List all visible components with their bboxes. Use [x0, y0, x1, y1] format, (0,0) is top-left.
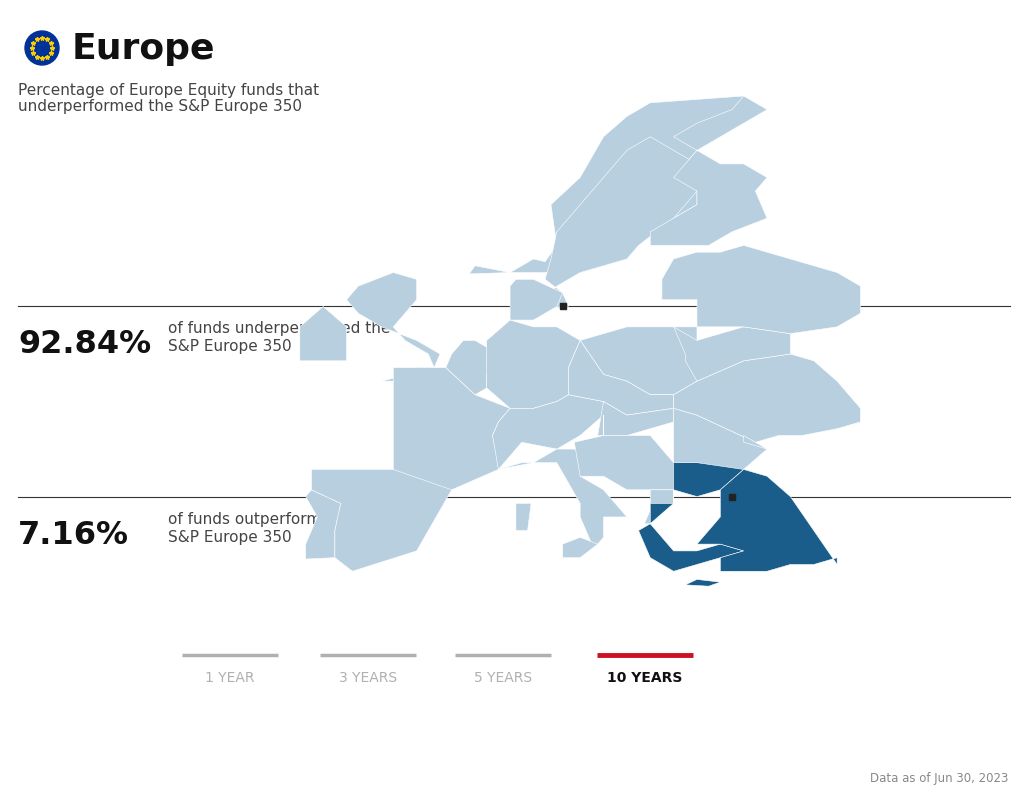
Text: 1 YEAR: 1 YEAR [205, 671, 255, 684]
Polygon shape [445, 341, 510, 395]
Polygon shape [662, 253, 743, 300]
Polygon shape [674, 409, 767, 470]
Polygon shape [674, 328, 791, 381]
Polygon shape [516, 503, 531, 531]
Polygon shape [598, 402, 674, 436]
Text: 7.16%: 7.16% [18, 519, 129, 550]
Polygon shape [306, 490, 341, 560]
Polygon shape [499, 450, 627, 544]
Polygon shape [469, 97, 767, 275]
Polygon shape [644, 490, 674, 524]
Text: 5 YEARS: 5 YEARS [474, 671, 532, 684]
Text: 92.84%: 92.84% [18, 329, 152, 360]
Polygon shape [674, 463, 743, 497]
Polygon shape [493, 395, 603, 470]
Polygon shape [574, 416, 697, 490]
Text: Percentage of Europe Equity funds that: Percentage of Europe Equity funds that [18, 83, 319, 97]
Polygon shape [562, 538, 598, 558]
Text: 3 YEARS: 3 YEARS [339, 671, 397, 684]
Text: of funds underperformed the: of funds underperformed the [168, 321, 390, 336]
Polygon shape [639, 490, 743, 572]
Polygon shape [486, 320, 581, 409]
Polygon shape [662, 246, 860, 334]
Polygon shape [581, 328, 697, 395]
Polygon shape [697, 470, 838, 572]
Circle shape [25, 32, 59, 66]
Polygon shape [685, 580, 720, 586]
Text: Data as of Jun 30, 2023: Data as of Jun 30, 2023 [869, 772, 1008, 785]
Polygon shape [311, 470, 452, 572]
Polygon shape [568, 341, 674, 416]
Polygon shape [743, 436, 767, 450]
Polygon shape [674, 355, 860, 442]
Polygon shape [300, 307, 346, 361]
Text: S&P Europe 350: S&P Europe 350 [168, 339, 292, 354]
Polygon shape [346, 273, 440, 381]
Polygon shape [510, 280, 562, 320]
Polygon shape [136, 158, 265, 198]
Polygon shape [534, 137, 697, 308]
Polygon shape [650, 97, 767, 246]
Text: S&P Europe 350: S&P Europe 350 [168, 529, 292, 544]
Polygon shape [393, 368, 510, 490]
Text: of funds outperformed the: of funds outperformed the [168, 511, 371, 526]
Text: Europe: Europe [72, 32, 215, 66]
Text: underperformed the S&P Europe 350: underperformed the S&P Europe 350 [18, 100, 302, 114]
Text: 10 YEARS: 10 YEARS [607, 671, 683, 684]
